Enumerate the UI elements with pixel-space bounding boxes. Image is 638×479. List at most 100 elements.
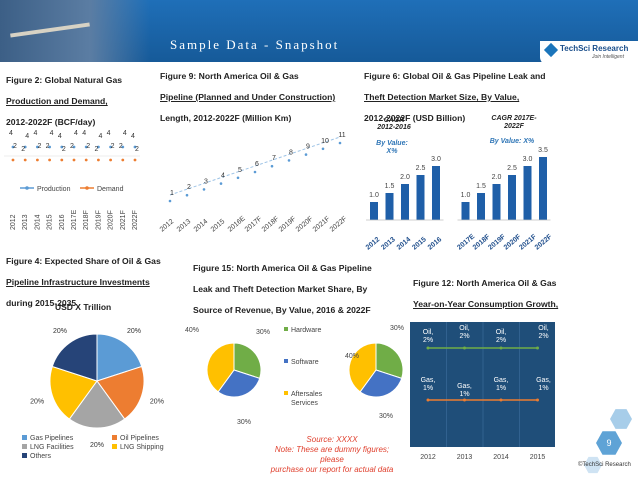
fig2-point [23,145,27,149]
fig12-point [536,346,539,350]
fig2-data-label: 4 [131,133,135,140]
fig2-point [23,158,27,162]
fig2-tick-label: 2018F [83,210,90,230]
fig4-title: Figure 4: Expected Share of Oil & Gas Pip… [6,256,161,308]
fig2-data-label: 4 [123,130,127,137]
fig2-legend-marker [85,186,89,190]
fig4-legend-label: Oil Pipelines [120,435,159,442]
fig15-pie2-label: 30% [379,413,393,420]
fig2-point [121,145,125,149]
fig12-point [463,398,466,402]
fig15-title: Figure 15: North America Oil & Gas Pipel… [193,263,372,315]
fig2-point [36,145,39,149]
fig12-data-label: Gas, [421,377,436,384]
fig2-point [48,158,51,162]
fig6-tick-label: 2022F [534,233,554,252]
fig15-pie2-slice [348,342,377,393]
fig15-pie2-slice [359,369,403,398]
fig2-data-label: 4 [33,130,37,137]
fig15-pie1-label: 30% [256,329,270,336]
logo-icon [543,42,559,58]
fig9-tick-label: 2016E [227,215,247,234]
fig4-slice [51,333,98,382]
fig12-data-label: 1% [496,385,506,392]
fig2-point [97,158,100,162]
fig2-point [133,145,137,149]
fig2-tick-label: 2017E [71,209,78,230]
fig2-point [133,158,137,162]
hexagon-decoration-icon [584,456,602,474]
fig6-data-label: 3.0 [523,156,533,163]
fig15-pie2-label: 30% [390,325,404,332]
fig2-data-label: 2 [86,143,90,150]
fig2-data-label: 2 [13,143,17,150]
fig6-bar [461,202,470,220]
fig9-tick-label: 2019F [278,215,298,233]
fig2-point [11,145,15,149]
fig6-bar [477,193,485,220]
fig9-tick-label: 2018F [261,215,281,233]
fig9-title: Figure 9: North America Oil & Gas Pipelin… [160,71,336,123]
fig4-legend-swatch [22,435,27,440]
fig6-bar [432,166,440,220]
fig6-data-label: 2.5 [507,165,517,172]
fig2-data-label: 2 [70,143,74,150]
fig4-legend-swatch [112,435,117,440]
fig2-data-label: 4 [58,133,62,140]
fig6-data-label: 3.0 [431,156,441,163]
fig4-data-label: 20% [90,442,104,449]
fig9-point [168,199,172,203]
fig12-data-label: Gas, [536,377,551,384]
fig12-data-label: 2% [459,333,469,340]
fig4-legend-label: LNG Facilities [30,444,74,451]
fig4-data-label: 20% [150,398,164,405]
fig9-data-label: 2 [187,184,191,191]
fig2-point [72,158,76,162]
fig15-pie2-label: 40% [345,353,359,360]
fig9-data-label: 1 [170,190,174,197]
fig12-point [499,346,503,350]
fig9-point [202,188,206,191]
fig6-bar [523,166,532,220]
fig15-pie1-slice [233,342,262,379]
fig2-data-label: 4 [9,130,13,137]
fig6-data-label: 2.0 [400,174,410,181]
fig6-bar [385,193,394,220]
fig12-data-label: 2% [538,333,548,340]
fig9-data-label: 9 [306,144,310,151]
fig2-data-label: 2 [37,143,41,150]
fig2-tick-label: 2016 [59,214,66,230]
fig2-point [72,145,76,149]
fig2-tick-label: 2019F [95,210,102,230]
fig2-data-label: 4 [50,130,54,137]
fig2-data-label: 2 [135,146,139,153]
fig12-point [426,346,430,350]
cagr1-value-2: X% [386,148,399,155]
fig9-data-label: 8 [289,149,293,156]
fig2-data-label: 4 [82,130,86,137]
fig12-data-label: Gas, [457,383,472,390]
fig6-title: Figure 6: Global Oil & Gas Pipeline Leak… [364,71,546,123]
fig12-tick-label: 2012 [420,454,436,461]
fig15-legend-swatch [284,359,288,363]
fig15-legend-swatch [284,391,288,395]
cagr1-title-2: 2012-2016 [376,124,411,131]
fig12-data-label: Gas, [494,377,509,384]
fig9-data-label: 4 [221,173,225,180]
fig15-pie2-slice [375,342,404,379]
fig12-data-label: Oil, [459,325,470,332]
fig2-tick-label: 2020F [108,210,115,230]
city-skyline-image [0,0,150,62]
fig4-data-label: 20% [30,398,44,405]
fig12-point [499,398,503,402]
fig6-data-label: 1.0 [461,192,471,199]
fig9-tick-label: 2017F [244,215,264,233]
fig2-data-label: 2 [62,146,66,153]
fig9-point [253,170,257,174]
fig6-cagr-annotations: CAGR 2012-2016 By Value: X% CAGR 2017E- … [376,115,537,155]
fig6-data-label: 1.5 [476,183,486,190]
fig6-data-label: 2.5 [416,165,426,172]
fig4-subtitle: USD X Trillion [55,302,112,312]
fig2-point [36,158,39,162]
